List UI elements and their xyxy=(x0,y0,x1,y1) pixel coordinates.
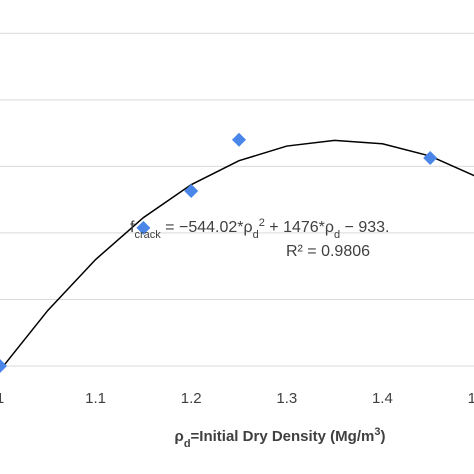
text-part: ρ xyxy=(175,428,184,445)
data-point xyxy=(232,132,246,147)
x-tick-label: 1.2 xyxy=(181,390,202,407)
trend-equation: fcrack = −544.02*ρd2 + 1476*ρd − 933. xyxy=(130,217,389,241)
data-point xyxy=(184,183,199,198)
text-part: = −544.02*ρ xyxy=(161,219,253,236)
text-part: + 1476*ρ xyxy=(265,219,334,236)
x-axis-label: ρd=Initial Dry Density (Mg/m3) xyxy=(175,426,386,450)
text-part: d xyxy=(253,229,259,241)
x-tick-label: 1.1 xyxy=(85,390,106,407)
data-point xyxy=(136,220,151,235)
x-tick-label: 1.3 xyxy=(276,390,297,407)
trendline xyxy=(0,139,474,371)
text-part: d xyxy=(334,229,340,241)
text-part: ) xyxy=(380,428,385,445)
text-part: − 933. xyxy=(340,219,389,236)
x-tick-label: 1.5 xyxy=(468,390,474,407)
text-part: f xyxy=(130,219,135,236)
text-part: 3 xyxy=(374,426,380,438)
data-point xyxy=(423,151,438,166)
x-tick-label: 1.4 xyxy=(372,390,393,407)
text-part: d xyxy=(184,438,191,450)
text-part: 2 xyxy=(259,217,265,229)
text-part: =Initial Dry Density (Mg/m xyxy=(191,428,375,445)
data-point xyxy=(0,359,7,373)
text-part: crack xyxy=(134,229,161,241)
x-tick-label: 1 xyxy=(0,390,4,407)
r-squared: R² = 0.9806 xyxy=(286,243,370,260)
